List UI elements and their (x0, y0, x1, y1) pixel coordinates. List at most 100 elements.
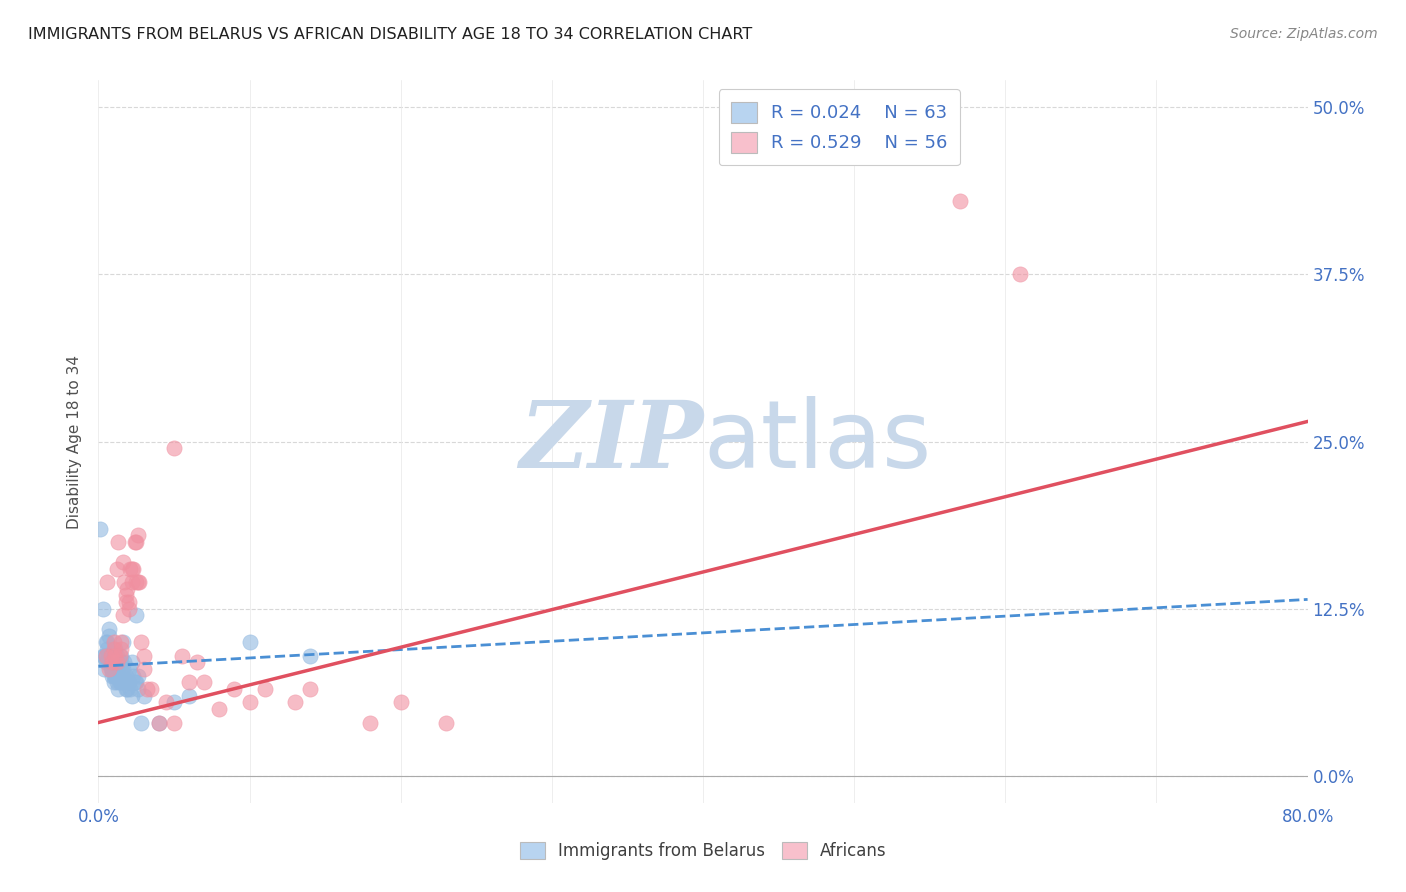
Point (239, 696, 262, 710)
Point (111, 662, 134, 676)
Point (122, 669, 145, 683)
Point (434, 715, 457, 730)
Point (120, 562, 142, 576)
Point (110, 642, 132, 657)
Point (94, 655, 117, 669)
Point (111, 555, 134, 569)
Point (110, 648, 132, 663)
Point (389, 696, 412, 710)
Point (132, 648, 155, 663)
Point (284, 696, 307, 710)
Text: IMMIGRANTS FROM BELARUS VS AFRICAN DISABILITY AGE 18 TO 34 CORRELATION CHART: IMMIGRANTS FROM BELARUS VS AFRICAN DISAB… (28, 27, 752, 42)
Point (110, 655, 132, 669)
Point (108, 648, 131, 663)
Point (110, 635, 132, 649)
Point (135, 681, 157, 696)
Point (224, 681, 246, 696)
Point (100, 655, 122, 669)
Point (93, 648, 115, 663)
Point (125, 675, 148, 690)
Point (127, 575, 149, 590)
Point (170, 648, 193, 663)
Point (98, 648, 121, 663)
Point (121, 689, 143, 703)
Point (98, 662, 121, 676)
Point (104, 648, 127, 663)
Point (103, 669, 125, 683)
Point (107, 681, 129, 696)
Legend: Immigrants from Belarus, Africans: Immigrants from Belarus, Africans (513, 835, 893, 867)
Point (93, 662, 115, 676)
Point (105, 648, 128, 663)
Point (299, 681, 322, 696)
Point (125, 535, 148, 549)
Point (253, 681, 276, 696)
Point (101, 669, 124, 683)
Point (121, 655, 143, 669)
Point (127, 669, 149, 683)
Point (108, 675, 131, 690)
Point (118, 675, 141, 690)
Point (101, 655, 124, 669)
Point (103, 648, 125, 663)
Point (163, 696, 186, 710)
Point (110, 675, 132, 690)
Point (115, 582, 138, 596)
Point (127, 681, 149, 696)
Point (114, 675, 136, 690)
Point (124, 535, 146, 549)
Point (163, 442, 186, 455)
Point (105, 655, 128, 669)
Point (91, 602, 114, 616)
Point (949, 194, 972, 208)
Point (118, 602, 141, 616)
Text: ZIP: ZIP (519, 397, 703, 486)
Point (91, 648, 114, 663)
Point (105, 562, 128, 576)
Point (114, 595, 136, 609)
Point (208, 702, 231, 716)
Point (122, 562, 145, 576)
Point (89, 521, 111, 535)
Point (127, 528, 149, 542)
Point (103, 655, 125, 669)
Text: Source: ZipAtlas.com: Source: ZipAtlas.com (1230, 27, 1378, 41)
Point (155, 696, 177, 710)
Point (129, 635, 152, 649)
Point (107, 662, 129, 676)
Point (104, 642, 127, 657)
Point (107, 669, 129, 683)
Point (148, 715, 170, 730)
Point (132, 689, 155, 703)
Point (299, 648, 322, 663)
Point (104, 669, 127, 683)
Text: atlas: atlas (703, 395, 931, 488)
Point (98, 629, 121, 643)
Point (100, 662, 122, 676)
Point (100, 648, 122, 663)
Point (101, 662, 124, 676)
Point (193, 675, 215, 690)
Point (179, 675, 201, 690)
Point (239, 635, 262, 649)
Point (114, 589, 136, 603)
Point (115, 681, 138, 696)
Point (103, 642, 125, 657)
Point (114, 681, 136, 696)
Point (128, 575, 150, 590)
Point (103, 635, 125, 649)
Point (118, 595, 141, 609)
Point (107, 535, 129, 549)
Point (94, 648, 117, 663)
Point (141, 681, 163, 696)
Y-axis label: Disability Age 18 to 34: Disability Age 18 to 34 (67, 354, 83, 529)
Point (96, 635, 118, 649)
Point (124, 675, 146, 690)
Point (148, 715, 170, 730)
Point (103, 662, 125, 676)
Point (125, 575, 148, 590)
Point (105, 675, 128, 690)
Point (120, 681, 142, 696)
Point (186, 655, 208, 669)
Point (121, 575, 143, 590)
